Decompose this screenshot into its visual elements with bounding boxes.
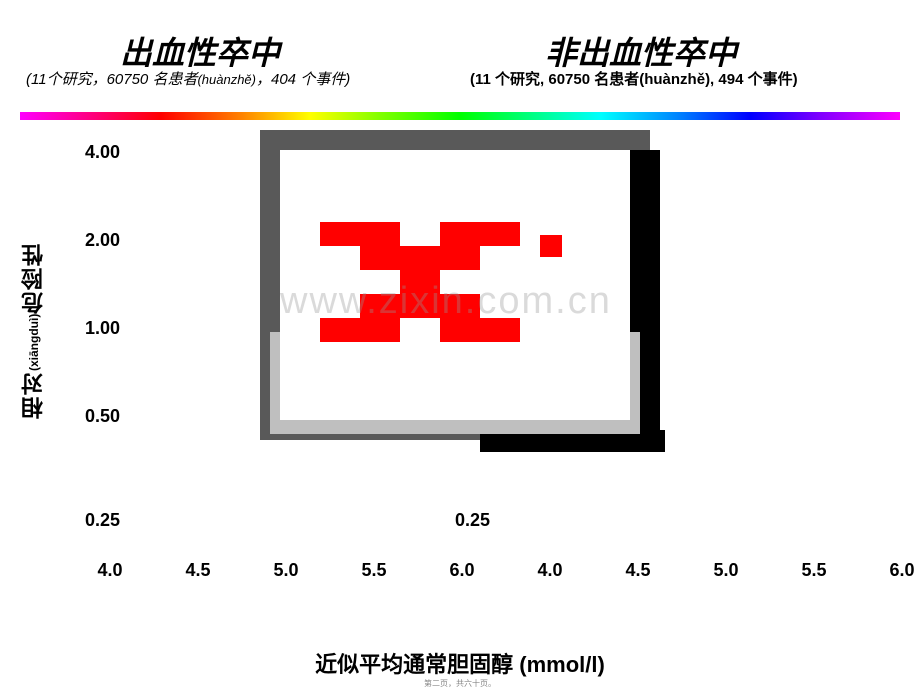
- ytick-left: 1.00: [60, 318, 120, 339]
- ylabel-pre: 相对: [21, 371, 46, 419]
- xtick-left: 4.5: [168, 560, 228, 581]
- ytick-left: 4.00: [60, 142, 120, 163]
- xtick-right: 4.0: [520, 560, 580, 581]
- left-subtitle-pre: (11个研究，60750 名患者: [26, 71, 197, 88]
- ytick-left: 0.50: [60, 406, 120, 427]
- titles-region: 出血性卒中 (11个研究，60750 名患者(huànzhě)，404 个事件)…: [0, 28, 920, 98]
- ylabel-pinyin: (xiāngduì): [27, 313, 41, 370]
- xtick-right: 5.5: [784, 560, 844, 581]
- xtick-right: 4.5: [608, 560, 668, 581]
- xtick-left: 4.0: [80, 560, 140, 581]
- y-axis-label: 相对(xiāngduì)危险性: [18, 200, 46, 460]
- ytick-right: 0.25: [455, 510, 515, 531]
- data-marker-square-icon: [540, 235, 562, 257]
- xtick-left: 6.0: [432, 560, 492, 581]
- ylabel-post: 危险性: [21, 241, 46, 313]
- xtick-right: 6.0: [872, 560, 920, 581]
- ytick-left: 2.00: [60, 230, 120, 251]
- chart-area: 4.00 2.00 1.00 0.50 0.25 4.00 2.00 1.00 …: [60, 130, 900, 620]
- left-panel-subtitle: (11个研究，60750 名患者(huànzhě)，404 个事件): [26, 68, 350, 89]
- rainbow-divider: [20, 112, 900, 120]
- ytick-left: 0.25: [60, 510, 120, 531]
- x-axis-label: 近似平均通常胆固醇 (mmol/l): [0, 647, 920, 679]
- left-subtitle-post: ，404 个事件): [256, 71, 350, 88]
- xtick-right: 5.0: [696, 560, 756, 581]
- left-subtitle-pinyin: (huànzhě): [197, 72, 256, 87]
- page-footer: 第二页，共六十页。: [0, 678, 920, 689]
- right-panel-subtitle: (11 个研究, 60750 名患者(huànzhě), 494 个事件): [470, 68, 798, 89]
- xtick-left: 5.5: [344, 560, 404, 581]
- data-marker-cross-icon: [320, 222, 520, 342]
- xtick-left: 5.0: [256, 560, 316, 581]
